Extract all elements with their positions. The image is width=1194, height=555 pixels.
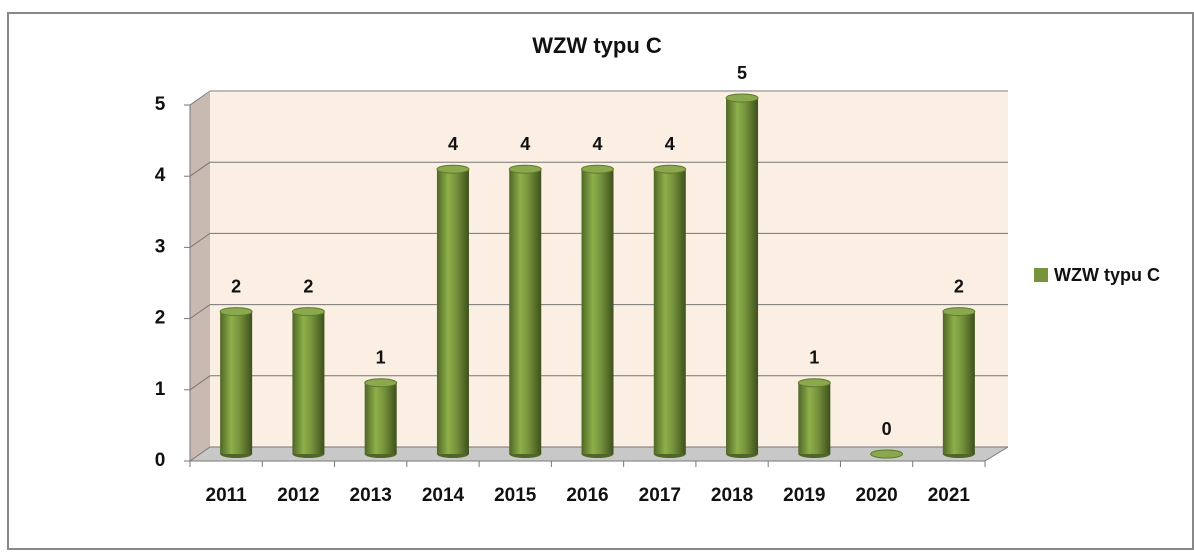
data-label: 2 [231,276,241,296]
data-label: 1 [376,348,386,368]
bar-top [870,449,904,459]
y-tick-label: 1 [155,379,166,400]
bar [942,311,975,454]
bar-top [725,93,759,103]
grid-line [189,161,211,177]
data-label: 2 [954,276,964,296]
bar [509,169,542,454]
y-tick-label: 4 [155,165,166,186]
bar-top [219,307,253,317]
bar-top [942,307,976,317]
bar-top [364,378,398,388]
data-label: 1 [809,348,819,368]
bar [292,311,325,454]
legend-swatch [1034,268,1048,282]
bar [726,98,759,454]
x-tick-label: 2015 [494,485,537,506]
x-tick-label: 2013 [350,485,392,506]
x-tick-label: 2014 [422,485,465,506]
grid-line [189,446,211,462]
chart-title: WZW typu C [532,33,662,58]
bar [436,169,469,454]
bar-top [653,164,687,174]
grid-line [189,304,211,320]
y-tick-label: 3 [155,236,166,257]
data-label: 4 [592,134,602,154]
data-label: 4 [665,134,675,154]
bar-top [291,307,325,317]
x-tick-label: 2018 [711,485,753,506]
bar-top [508,164,542,174]
y-tick-label: 5 [155,94,166,115]
grid-line [189,375,211,391]
bar [364,382,397,454]
x-axis-edge [984,446,1009,462]
data-label: 5 [737,63,747,83]
y-tick-label: 2 [155,308,166,329]
bar [581,169,614,454]
grid-line [189,90,211,106]
data-label: 0 [882,419,892,439]
x-tick-label: 2011 [206,485,248,506]
side-wall [190,92,210,461]
data-label: 4 [520,134,530,154]
bar [798,382,831,454]
data-label: 4 [448,134,458,154]
data-label: 2 [303,276,313,296]
x-tick-label: 2019 [783,485,825,506]
bar [653,169,686,454]
grid-line [189,232,211,248]
x-tick-label: 2021 [928,485,971,506]
bar [220,311,253,454]
x-tick-label: 2016 [566,485,608,506]
bar-top [797,378,831,388]
x-tick-label: 2020 [855,485,897,506]
legend-label: WZW typu C [1054,265,1160,285]
x-tick-label: 2017 [639,485,681,506]
bar-top [436,164,470,174]
bar-top [581,164,614,174]
x-tick-label: 2012 [277,485,319,506]
y-tick-label: 0 [155,450,166,471]
